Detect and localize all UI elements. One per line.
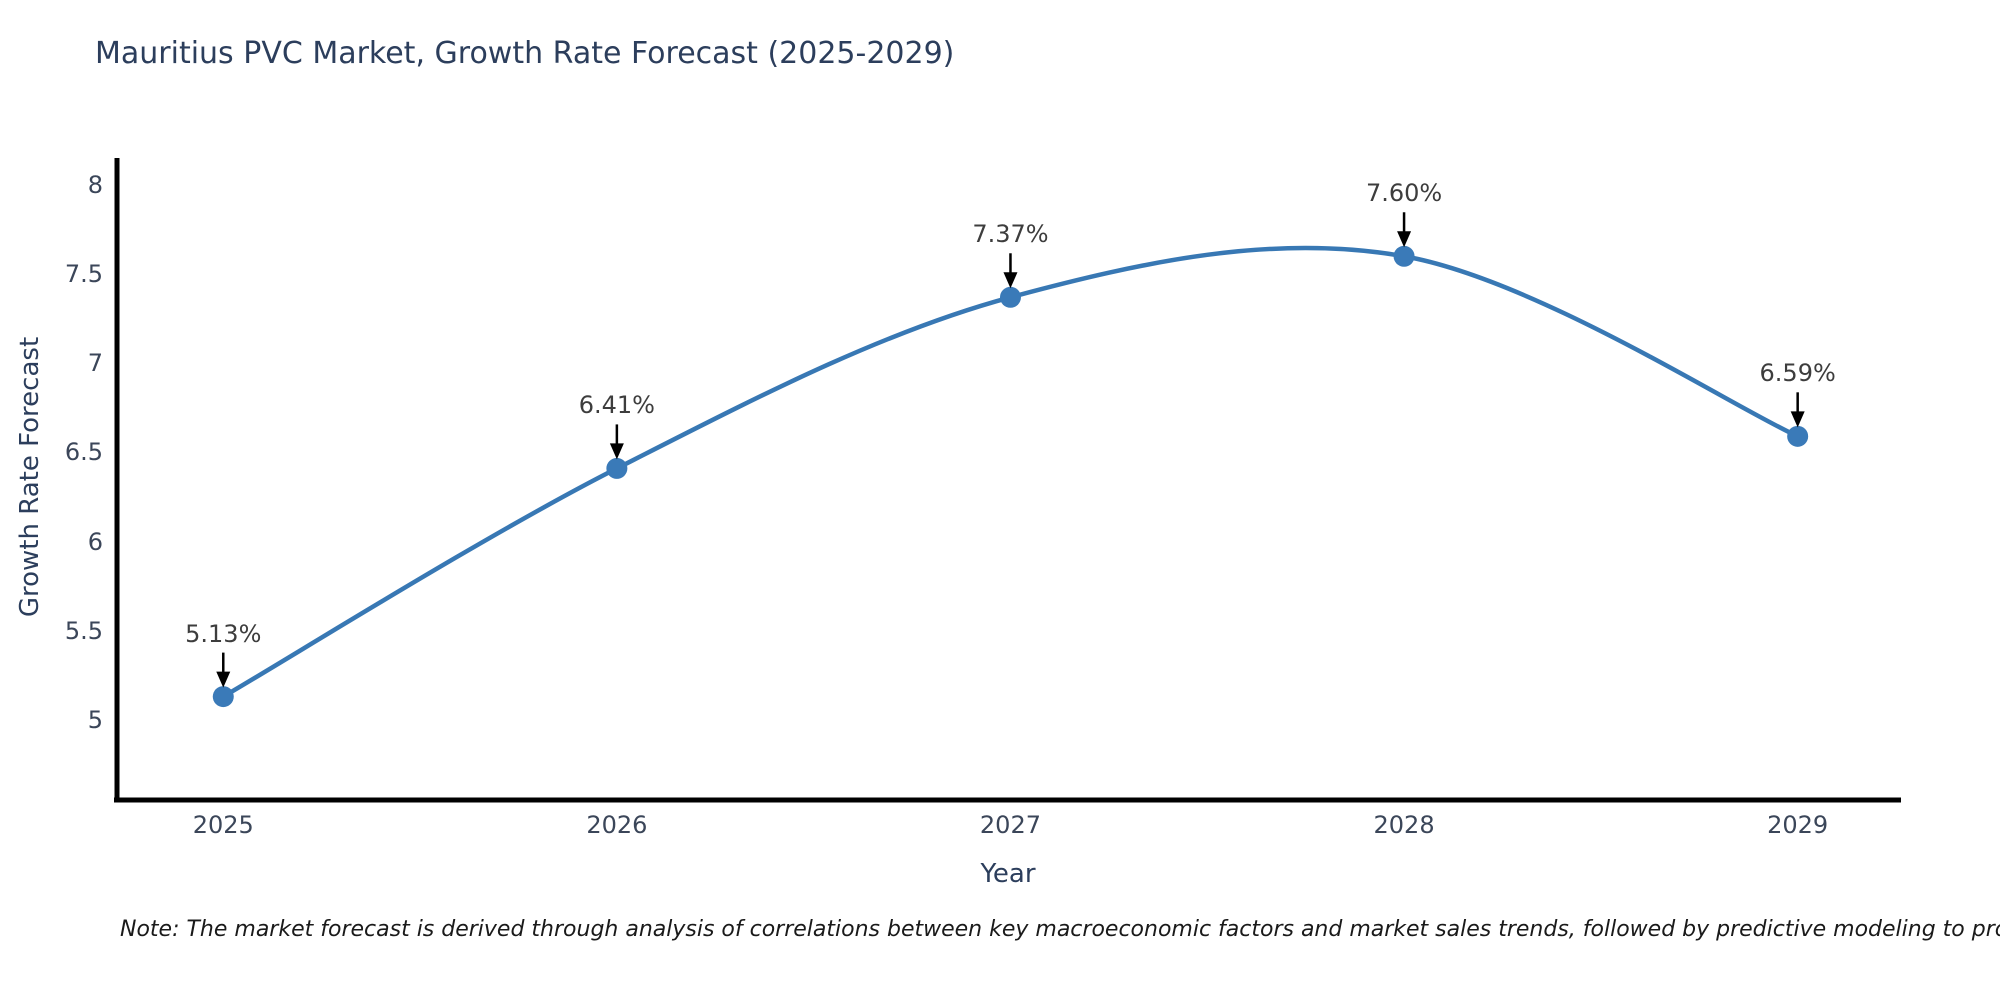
data-point-marker [999,286,1021,308]
annotation-arrowhead [216,671,231,688]
data-point-marker [1787,425,1809,447]
x-axis-title: Year [980,859,1036,889]
annotation-arrowhead [1790,411,1805,428]
x-tick-label: 2027 [979,811,1041,839]
annotation-arrowhead [1003,272,1018,289]
y-tick-label: 5.5 [64,616,103,645]
annotation-label: 7.60% [1365,179,1443,208]
annotation-label: 5.13% [185,619,262,648]
annotation-label: 6.59% [1759,359,1836,388]
annotation-arrowhead [609,443,624,460]
annotation-label: 7.37% [972,220,1049,249]
chart-title: Mauritius PVC Market, Growth Rate Foreca… [95,36,955,71]
data-point-marker [606,457,628,479]
series-line [222,245,1799,699]
annotation-arrowhead [1397,231,1412,248]
x-tick-label: 2029 [1767,811,1829,839]
y-tick-label: 5 [87,705,103,734]
data-point-marker [1393,245,1415,267]
y-tick-label: 8 [87,170,103,199]
x-tick-label: 2025 [192,811,254,839]
y-tick-label: 7 [87,349,103,378]
footnote: Note: The market forecast is derived thr… [120,917,2000,942]
y-tick-label: 7.5 [64,260,103,289]
y-tick-label: 6.5 [64,438,103,467]
annotation-label: 6.41% [578,391,655,420]
y-tick-label: 6 [87,527,103,556]
x-tick-label: 2028 [1373,811,1435,839]
data-point-marker [212,686,234,708]
x-tick-label: 2026 [586,811,648,839]
